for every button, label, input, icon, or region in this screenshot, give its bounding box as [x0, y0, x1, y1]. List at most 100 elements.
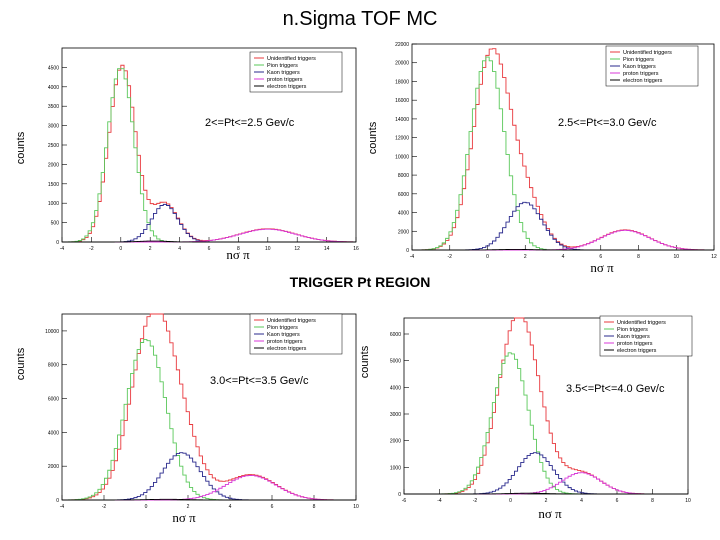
series-kaon — [62, 203, 356, 243]
legend-entry: Kaon triggers — [623, 64, 656, 70]
x-tick-label: -2 — [473, 498, 478, 504]
x-tick-label: 4 — [562, 254, 565, 260]
y-tick-label: 0 — [56, 498, 59, 504]
series-proton — [62, 228, 356, 243]
x-tick-label: 10 — [265, 246, 271, 252]
x-tick-label: -4 — [60, 246, 65, 252]
y-tick-label: 10000 — [45, 329, 59, 335]
legend-entry: electron triggers — [267, 346, 307, 352]
y-tick-label: 0 — [398, 492, 401, 498]
y-tick-label: 2000 — [48, 464, 59, 470]
x-tick-label: 16 — [353, 246, 359, 252]
x-tick-label: 10 — [353, 504, 359, 510]
legend-entry: proton triggers — [617, 341, 653, 347]
x-tick-label: 4 — [229, 504, 232, 510]
y-tick-label: 6000 — [398, 192, 409, 198]
series-electron — [412, 248, 714, 251]
legend-entry: Pion triggers — [623, 57, 654, 63]
y-tick-label: 2500 — [48, 143, 59, 149]
legend-entry: electron triggers — [267, 84, 307, 90]
x-tick-label: 0 — [509, 498, 512, 504]
x-tick-label: -2 — [102, 504, 107, 510]
y-tick-label: 18000 — [395, 79, 409, 85]
series-pion — [62, 339, 356, 501]
x-tick-label: 4 — [178, 246, 181, 252]
x-tick-label: 6 — [271, 504, 274, 510]
x-tick-label: 10 — [673, 254, 679, 260]
chart-panel-2: -4 -2 0 2 4 6 8 10 12 0 2000 4000 6000 8000 10000 12000… — [367, 42, 717, 275]
legend-entry: Kaon triggers — [267, 332, 300, 338]
x-tick-label: 8 — [313, 504, 316, 510]
legend-entry: Unidentified triggers — [623, 50, 672, 56]
series-proton — [62, 475, 356, 501]
x-axis-label: nσ π — [172, 510, 196, 525]
x-tick-label: 0 — [486, 254, 489, 260]
y-tick-label: 4000 — [48, 430, 59, 436]
legend-entry: Unidentified triggers — [617, 320, 666, 326]
x-tick-label: -4 — [437, 498, 442, 504]
x-tick-label: 2 — [187, 504, 190, 510]
series-kaon — [412, 201, 714, 251]
y-tick-label: 10000 — [395, 154, 409, 160]
series-electron — [404, 492, 688, 495]
y-tick-label: 3000 — [390, 412, 401, 418]
x-tick-label: 2 — [524, 254, 527, 260]
x-tick-label: 6 — [599, 254, 602, 260]
x-tick-label: 10 — [685, 498, 691, 504]
y-tick-label: 3500 — [48, 104, 59, 110]
pt-range-annotation: 3.5<=Pt<=4.0 Gev/c — [566, 383, 665, 395]
x-tick-label: 8 — [237, 246, 240, 252]
y-axis-label: counts — [367, 121, 379, 154]
series-electron — [62, 498, 356, 501]
x-tick-label: -2 — [89, 246, 94, 252]
x-tick-label: 8 — [637, 254, 640, 260]
y-tick-label: 20000 — [395, 61, 409, 67]
legend-entry: electron triggers — [617, 348, 657, 354]
series-pion — [62, 68, 356, 243]
y-tick-label: 1000 — [390, 465, 401, 471]
x-tick-label: 14 — [324, 246, 330, 252]
pt-range-annotation: 2.5<=Pt<=3.0 Gev/c — [558, 117, 657, 129]
y-tick-label: 4000 — [390, 385, 401, 391]
y-axis-label: counts — [359, 345, 371, 378]
legend-entry: Unidentified triggers — [267, 56, 316, 62]
y-tick-label: 2000 — [390, 439, 401, 445]
chart-panel-4: -6 -4 -2 0 2 4 6 8 10 0 1000 2000 3000 4000 5000 6000 Un… — [359, 315, 693, 521]
y-tick-label: 8000 — [48, 363, 59, 369]
series-pion — [404, 352, 688, 495]
section-label: TRIGGER Pt REGION — [289, 274, 431, 290]
x-axis-label: nσ π — [226, 247, 250, 262]
y-tick-label: 1000 — [48, 201, 59, 207]
y-tick-label: 12000 — [395, 136, 409, 142]
y-axis-label: counts — [15, 131, 27, 164]
pt-range-annotation: 3.0<=Pt<=3.5 Gev/c — [210, 375, 309, 387]
x-tick-label: 2 — [149, 246, 152, 252]
x-tick-label: 6 — [208, 246, 211, 252]
y-tick-label: 8000 — [398, 173, 409, 179]
x-tick-label: -4 — [410, 254, 415, 260]
legend-entry: Kaon triggers — [267, 70, 300, 76]
y-tick-label: 1500 — [48, 182, 59, 188]
y-tick-label: 500 — [51, 221, 60, 227]
x-axis-label: nσ π — [538, 506, 562, 521]
legend-entry: Pion triggers — [267, 325, 298, 331]
y-tick-label: 6000 — [48, 397, 59, 403]
x-tick-label: 0 — [119, 246, 122, 252]
y-tick-label: 4500 — [48, 65, 59, 71]
y-tick-label: 0 — [56, 240, 59, 246]
y-tick-label: 3000 — [48, 124, 59, 130]
legend-entry: Pion triggers — [617, 327, 648, 333]
y-tick-label: 4000 — [398, 211, 409, 217]
slide-title: n.Sigma TOF MC — [282, 8, 438, 30]
y-axis-label: counts — [15, 347, 27, 380]
y-tick-label: 2000 — [398, 229, 409, 235]
x-tick-label: -4 — [60, 504, 65, 510]
x-tick-label: 2 — [545, 498, 548, 504]
chart-panel-3: -4 -2 0 2 4 6 8 10 0 2000 4000 6000 8000 10000 Unident… — [15, 313, 359, 525]
x-tick-label: 12 — [294, 246, 300, 252]
series-electron — [62, 240, 356, 243]
